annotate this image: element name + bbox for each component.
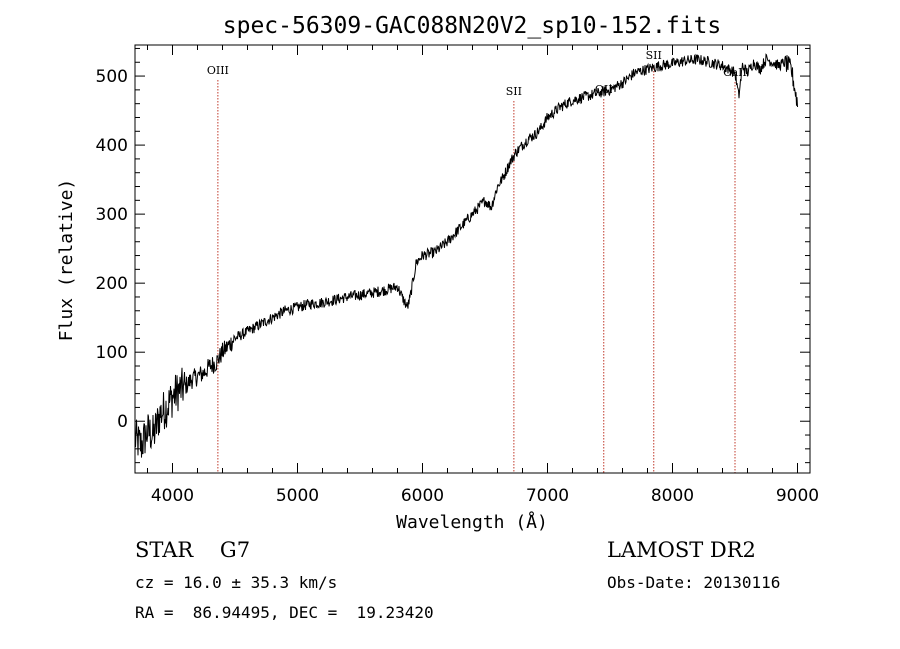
x-tick-label: 7000 (526, 486, 569, 506)
coordinates-text: RA = 86.94495, DEC = 19.23420 (135, 603, 434, 622)
x-tick-label: 9000 (776, 486, 819, 506)
line-marker-label: SII (646, 49, 662, 62)
y-tick-label: 300 (96, 205, 128, 225)
y-tick-label: 200 (96, 274, 128, 294)
chart-title: spec-56309-GAC088N20V2_sp10-152.fits (223, 13, 722, 39)
survey-label: LAMOST DR2 (607, 538, 756, 562)
x-tick-label: 5000 (276, 486, 319, 506)
axis-ticks: 4000 5000 6000 7000 8000 9000 0 100 200 300 400 500 (96, 45, 819, 506)
x-tick-label: 6000 (401, 486, 444, 506)
observation-date-text: Obs-Date: 20130116 (607, 573, 781, 592)
y-tick-label: 500 (96, 67, 128, 87)
y-tick-label: 100 (96, 343, 128, 363)
y-tick-label: 0 (117, 412, 128, 432)
plot-frame (134, 44, 811, 474)
x-tick-label: 4000 (151, 486, 194, 506)
line-marker-label: SII (506, 85, 522, 98)
redshift-velocity-text: cz = 16.0 ± 35.3 km/s (135, 573, 338, 592)
y-axis-label: Flux (relative) (56, 179, 77, 342)
x-tick-label: 8000 (651, 486, 694, 506)
object-class-label: STAR G7 (135, 538, 251, 562)
x-axis-label: Wavelength (Å) (396, 511, 548, 533)
line-marker-label: OIII (207, 64, 229, 77)
spectrum-series-line (134, 53, 798, 458)
y-tick-label: 400 (96, 136, 128, 156)
